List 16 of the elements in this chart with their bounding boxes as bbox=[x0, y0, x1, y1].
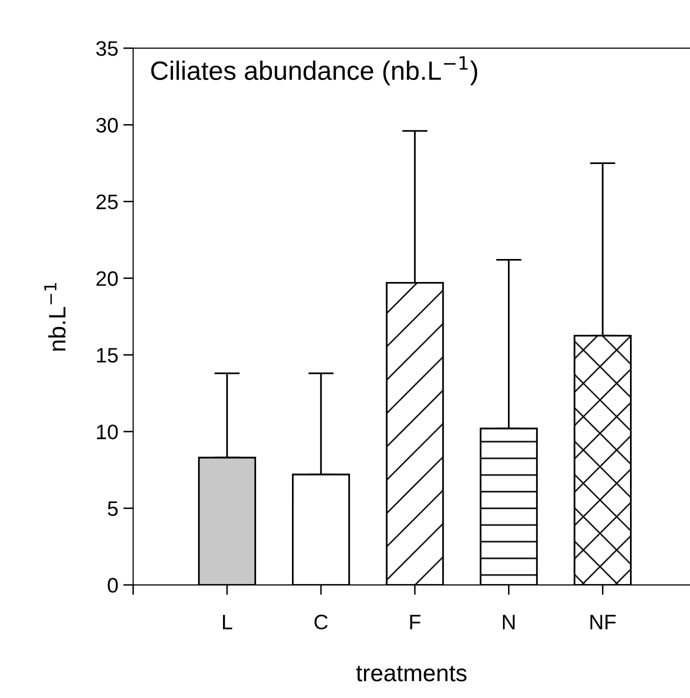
x-axis-title: treatments bbox=[356, 666, 467, 682]
x-tick-label: NF bbox=[590, 614, 616, 630]
y-tick-label: 30 bbox=[96, 118, 118, 133]
y-axis-title: nb.L$^{−1}$ bbox=[44, 283, 66, 351]
x-tick-label: C bbox=[314, 614, 328, 630]
y-tick-label: 0 bbox=[108, 578, 118, 593]
x-tick-label: L bbox=[222, 614, 232, 630]
y-tick-label: 20 bbox=[96, 271, 118, 286]
x-tick-label: N bbox=[502, 614, 515, 630]
x-tick-label: F bbox=[410, 614, 420, 630]
y-tick-label: 10 bbox=[97, 424, 118, 440]
chart-title: Ciliates abundance (nb.L$^{−1}$) bbox=[151, 56, 478, 86]
y-tick-label: 35 bbox=[96, 41, 118, 56]
y-tick-label: 5 bbox=[108, 501, 118, 516]
y-tick-label: 15 bbox=[97, 348, 118, 363]
y-tick-label: 25 bbox=[96, 194, 118, 210]
